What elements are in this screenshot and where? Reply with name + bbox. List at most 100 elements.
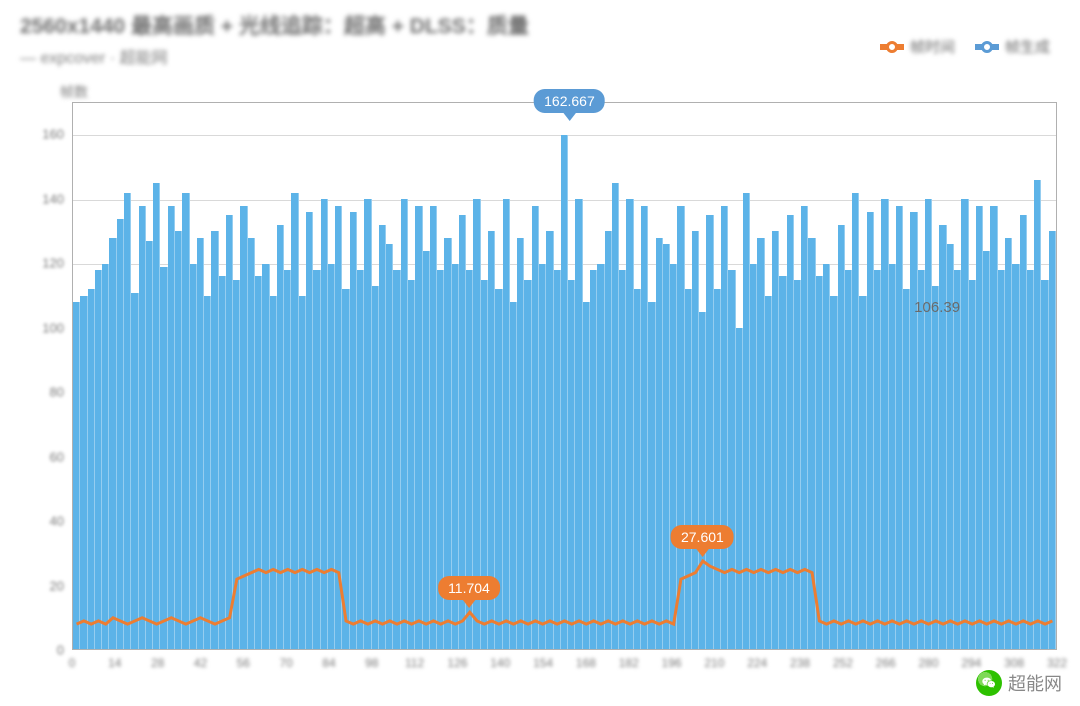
bar [750,264,757,649]
bar [517,238,524,649]
data-callout: 11.704 [438,576,500,600]
x-tick-label: 308 [1004,656,1024,670]
bar [772,231,779,649]
bar [961,199,968,649]
bar [503,199,510,649]
bar [131,293,138,650]
bar [859,296,866,649]
x-tick-label: 42 [194,656,207,670]
bar [197,238,204,649]
y-tick-label: 80 [50,385,64,400]
y-tick-label: 0 [57,643,64,658]
bar [211,231,218,649]
bar [641,206,648,649]
bar [634,289,641,649]
bar [321,199,328,649]
bar [372,286,379,649]
bar [801,206,808,649]
bar [605,231,612,649]
bar [597,264,604,649]
bar [262,264,269,649]
bar [583,302,590,649]
bar [1027,270,1034,649]
bar [153,183,160,649]
y-tick-label: 140 [42,191,64,206]
x-tick-label: 196 [662,656,682,670]
bar [867,212,874,649]
bar [168,206,175,649]
bar [852,193,859,649]
bar [706,215,713,649]
bar [794,280,801,649]
legend-label: 帧时间 [910,36,955,57]
bar [102,264,109,649]
bar [845,270,852,649]
bar [881,199,888,649]
bar [146,241,153,649]
bar [306,212,313,649]
bar [342,289,349,649]
bar-series [73,103,1056,649]
bar [939,225,946,649]
bar [575,199,582,649]
bar [619,270,626,649]
bar [255,276,262,649]
x-tick-label: 0 [69,656,76,670]
bar [1041,280,1048,649]
bar [1034,180,1041,649]
bar [357,270,364,649]
bar [408,280,415,649]
bar [816,276,823,649]
bar [240,206,247,649]
bar [190,264,197,649]
bar [233,280,240,649]
bar [109,238,116,649]
x-tick-label: 168 [576,656,596,670]
bar [692,231,699,649]
bar [532,206,539,649]
bar [779,276,786,649]
bar [838,225,845,649]
bar [932,286,939,649]
x-tick-label: 126 [447,656,467,670]
bar [590,270,597,649]
bar [765,296,772,649]
y-tick-label: 40 [50,514,64,529]
bar [219,276,226,649]
bar [998,270,1005,649]
bar [874,270,881,649]
bar [889,264,896,649]
bar [969,280,976,649]
bar [510,302,517,649]
legend-marker-icon [880,44,904,50]
bar [139,206,146,649]
bar [918,270,925,649]
bar [561,135,568,649]
bar [663,244,670,649]
bar [430,206,437,649]
bar [736,328,743,649]
data-callout: 162.667 [534,89,605,113]
bar [117,219,124,649]
bar [204,296,211,649]
y-tick-label: 100 [42,320,64,335]
bar [284,270,291,649]
x-tick-label: 112 [405,656,424,670]
bar [896,206,903,649]
bar [626,199,633,649]
bar [648,302,655,649]
bar [983,251,990,649]
bar [1049,231,1056,649]
bar [612,183,619,649]
bar [546,231,553,649]
x-tick-label: 294 [961,656,981,670]
bar [910,212,917,649]
bar [277,225,284,649]
x-tick-label: 224 [747,656,767,670]
x-tick-label: 28 [151,656,164,670]
legend-label: 帧生成 [1005,36,1050,57]
x-tick-label: 280 [919,656,939,670]
bar [270,296,277,649]
bar [656,238,663,649]
bar [954,270,961,649]
